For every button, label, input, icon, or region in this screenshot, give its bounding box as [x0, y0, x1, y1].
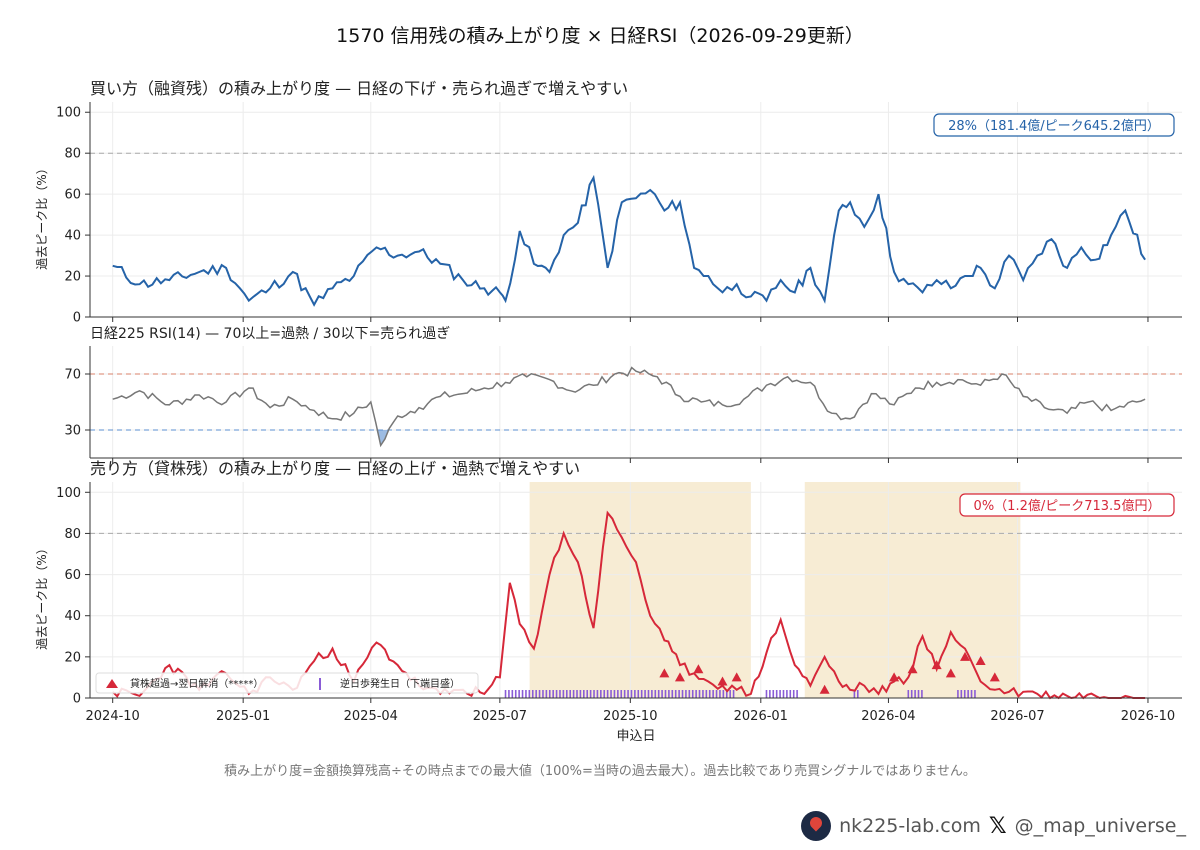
x-tick-label: 2025-01 — [216, 709, 270, 724]
sell-shaded-ranges — [529, 482, 1021, 698]
buy-axis: 0 20 40 60 80 100 — [56, 102, 1182, 326]
y-tick-label: 20 — [64, 650, 81, 665]
y-tick-label: 80 — [64, 147, 81, 162]
legend-box — [95, 672, 479, 694]
excess-marker — [693, 664, 704, 674]
buy-series-line — [112, 174, 1146, 307]
reverse-day-ticks — [504, 690, 976, 698]
rsi-panel: 日経225 RSI(14) — 70以上=過熱 / 30以下=売られ過ぎ 30 7… — [64, 326, 1182, 463]
y-tick-label: 0 — [73, 692, 81, 707]
legend-entry-reverse: 逆日歩発生日（下端目盛） — [340, 677, 460, 690]
legend-entry-marker: 貸株超過→翌日解消（*****） — [130, 677, 263, 690]
sell-y-axis-label: 過去ピーク比（%） — [35, 542, 49, 649]
sell-legend: 貸株超過→翌日解消（*****） 逆日歩発生日（下端目盛） — [95, 672, 479, 694]
y-tick-label: 40 — [64, 609, 81, 624]
excess-marker — [819, 684, 830, 694]
buy-y-axis-label: 過去ピーク比（%） — [35, 162, 49, 269]
sell-markers — [659, 651, 1000, 694]
x-tick-label: 2024-10 — [86, 709, 140, 724]
y-tick-label: 0 — [73, 311, 81, 326]
x-tick-label: 2026-10 — [1121, 709, 1175, 724]
shaded-range — [529, 482, 751, 698]
excess-marker — [674, 672, 685, 682]
buy-panel: 買い方（融資残）の積み上がり度 — 日経の下げ・売られ過ぎで増えやすい 0 20 4… — [35, 79, 1182, 326]
footer-note: 積み上がり度=金額換算残高÷その時点までの最大値（100%=当時の過去最大）。過… — [224, 764, 976, 779]
x-tick-label: 2025-10 — [603, 709, 657, 724]
buy-panel-title: 買い方（融資残）の積み上がり度 — 日経の下げ・売られ過ぎで増えやすい — [90, 79, 628, 98]
excess-marker — [717, 676, 728, 686]
sell-badge-box — [959, 493, 1175, 517]
x-tick-label: 2025-07 — [473, 709, 527, 724]
y-tick-label: 30 — [64, 424, 81, 439]
brand-logo-icon — [801, 811, 832, 841]
shaded-range — [804, 482, 1021, 698]
excess-marker — [989, 672, 1000, 682]
excess-marker — [931, 660, 942, 670]
rsi-axis: 30 70 — [64, 346, 1182, 463]
sell-panel: 売り方（貸株残）の積み上がり度 — 日経の上げ・過熱で増えやすい 2024-10… — [35, 459, 1182, 744]
buy-badge-box — [933, 113, 1175, 137]
x-tick-label: 2026-04 — [861, 709, 915, 724]
x-tick-label: 2025-04 — [344, 709, 398, 724]
chart-title: 1570 信用残の積み上がり度 × 日経RSI（2026-09-29更新） — [336, 25, 864, 47]
brand-footer: nk225-lab.com 𝕏 @_map_universe_ — [801, 810, 1186, 842]
excess-marker — [907, 664, 918, 674]
buy-badge: 28%（181.4億/ピーク645.2億円） — [948, 118, 1160, 134]
y-tick-label: 20 — [64, 270, 81, 285]
x-tick-label: 2026-01 — [734, 709, 788, 724]
rsi-grid — [90, 346, 1182, 458]
excess-marker — [960, 651, 971, 661]
excess-marker — [975, 655, 986, 665]
y-tick-label: 60 — [64, 188, 81, 203]
sell-x-axis-label: 申込日 — [616, 729, 655, 744]
rsi-series-line — [112, 366, 1146, 448]
y-tick-label: 60 — [64, 568, 81, 583]
y-tick-label: 80 — [64, 527, 81, 542]
y-tick-label: 70 — [64, 368, 81, 383]
sell-badge: 0%（1.2億/ピーク713.5億円） — [974, 498, 1161, 514]
excess-marker — [889, 672, 900, 682]
x-logo-icon: 𝕏 — [988, 813, 1007, 839]
excess-marker — [945, 668, 956, 678]
y-tick-label: 100 — [56, 106, 81, 121]
brand-handle[interactable]: @_map_universe_ — [1014, 815, 1186, 837]
y-tick-label: 40 — [64, 229, 81, 244]
rsi-panel-title: 日経225 RSI(14) — 70以上=過熱 / 30以下=売られ過ぎ — [90, 326, 450, 342]
excess-marker — [731, 672, 742, 682]
brand-site[interactable]: nk225-lab.com — [839, 815, 981, 837]
x-tick-label: 2026-07 — [990, 709, 1044, 724]
legend-marker-icon — [106, 679, 118, 688]
excess-marker — [659, 668, 670, 678]
y-tick-label: 100 — [56, 486, 81, 501]
sell-axis: 2024-10 2025-01 2025-04 2025-07 2025-10 2026-… — [56, 482, 1182, 724]
sell-panel-title: 売り方（貸株残）の積み上がり度 — 日経の上げ・過熱で増えやすい — [90, 459, 580, 478]
